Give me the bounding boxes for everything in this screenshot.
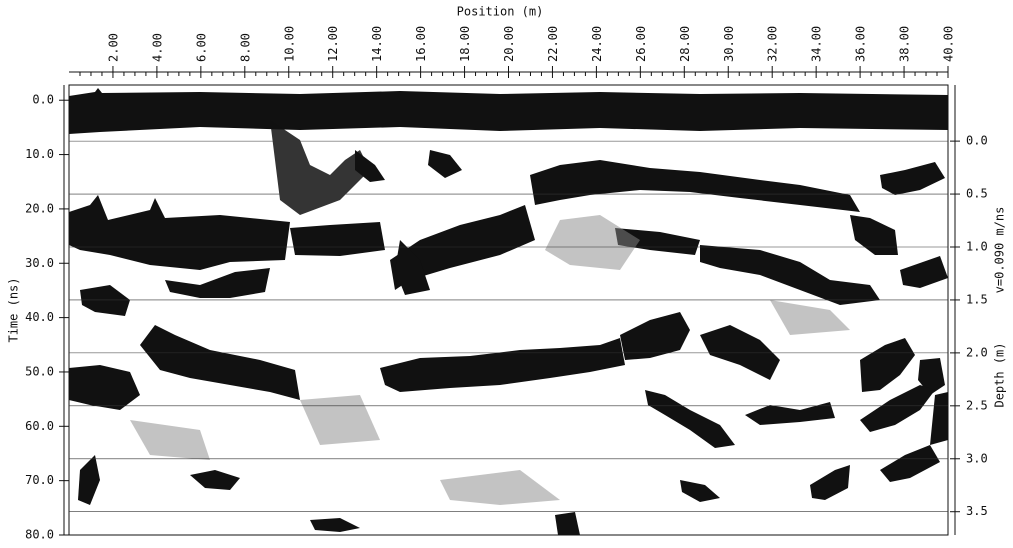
y2-tick-label: 1.0 bbox=[966, 240, 988, 254]
x-tick-label: 10.00 bbox=[282, 26, 296, 62]
x-tick-label: 20.00 bbox=[502, 26, 516, 62]
x-tick-label: 24.00 bbox=[590, 26, 604, 62]
y-tick-label: 10.0 bbox=[25, 147, 54, 161]
x-axis-label: Position (m) bbox=[457, 5, 544, 19]
x-tick-label: 12.00 bbox=[326, 26, 340, 62]
y-tick-label: 60.0 bbox=[25, 419, 54, 433]
y2-tick-label: 0.0 bbox=[966, 134, 988, 148]
x-tick-label: 40.00 bbox=[942, 26, 956, 62]
x-tick-label: 30.00 bbox=[722, 26, 736, 62]
y2-tick-label: 0.5 bbox=[966, 187, 988, 201]
y-tick-label: 80.0 bbox=[25, 528, 54, 542]
y2-tick-label: 3.0 bbox=[966, 451, 988, 465]
y2-tick-label: 1.5 bbox=[966, 292, 988, 306]
plot-frame bbox=[68, 84, 949, 536]
x-tick-label: 34.00 bbox=[810, 26, 824, 62]
x-tick-label: 28.00 bbox=[678, 26, 692, 62]
velocity-annotation: v=0.090 m/ns bbox=[993, 207, 1007, 294]
x-tick-label: 8.00 bbox=[238, 33, 252, 62]
x-tick-label: 2.00 bbox=[106, 33, 120, 62]
x-tick-label: 16.00 bbox=[414, 26, 428, 62]
y-tick-label: 30.0 bbox=[25, 256, 54, 270]
y-tick-label: 20.0 bbox=[25, 201, 54, 215]
x-tick-label: 4.00 bbox=[150, 33, 164, 62]
x-tick-label: 36.00 bbox=[854, 26, 868, 62]
y-tick-label: 40.0 bbox=[25, 310, 54, 324]
y-tick-label: 70.0 bbox=[25, 473, 54, 487]
x-tick-label: 18.00 bbox=[458, 26, 472, 62]
y-tick-label: 50.0 bbox=[25, 364, 54, 378]
x-tick-label: 32.00 bbox=[766, 26, 780, 62]
y2-axis-label: Depth (m) bbox=[993, 342, 1007, 407]
x-tick-label: 14.00 bbox=[370, 26, 384, 62]
x-tick-label: 38.00 bbox=[898, 26, 912, 62]
y-tick-label: 0.0 bbox=[32, 93, 54, 107]
y2-tick-label: 3.5 bbox=[966, 504, 988, 518]
radar-image bbox=[69, 88, 948, 535]
y2-tick-label: 2.5 bbox=[966, 398, 988, 412]
x-tick-label: 22.00 bbox=[546, 26, 560, 62]
x-tick-label: 6.00 bbox=[194, 33, 208, 62]
x-tick-label: 26.00 bbox=[634, 26, 648, 62]
y2-tick-label: 2.0 bbox=[966, 345, 988, 359]
y-axis-label: Time (ns) bbox=[7, 277, 21, 342]
